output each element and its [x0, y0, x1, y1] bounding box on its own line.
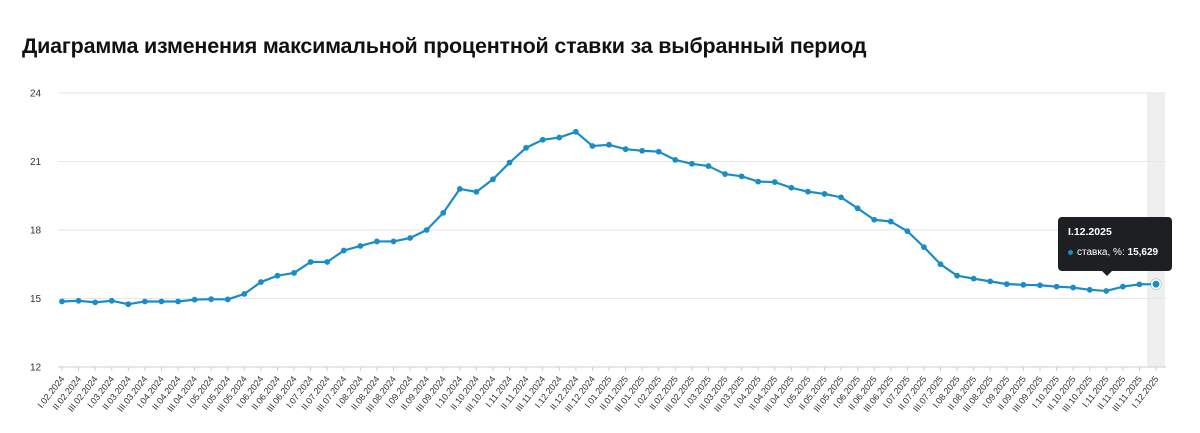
grid-layer — [58, 92, 1166, 368]
data-point[interactable] — [672, 157, 679, 163]
x-axis: I.02.2024II.02.2024III.02.2024I.03.2024I… — [36, 367, 1161, 414]
data-point[interactable] — [456, 186, 463, 192]
data-point[interactable] — [705, 163, 712, 169]
data-tooltip: I.12.2025 ставка, %: 15,629 — [1058, 217, 1172, 271]
data-point[interactable] — [1020, 281, 1027, 288]
data-point[interactable] — [788, 184, 795, 191]
y-tick-label: 15 — [30, 294, 42, 305]
data-point[interactable] — [258, 279, 264, 285]
series-line — [61, 130, 1157, 306]
data-point[interactable] — [954, 272, 960, 279]
data-point[interactable] — [970, 275, 977, 282]
data-point[interactable] — [838, 194, 844, 201]
data-point[interactable] — [622, 146, 629, 153]
data-point[interactable] — [523, 144, 530, 151]
data-point[interactable] — [606, 141, 612, 148]
tooltip-date: I.12.2025 — [1068, 226, 1112, 238]
data-point[interactable] — [1086, 286, 1093, 293]
data-point[interactable] — [407, 235, 413, 241]
y-axis: 12 15 18 21 24 — [30, 89, 42, 374]
data-point[interactable] — [75, 297, 82, 304]
data-point[interactable] — [904, 228, 911, 235]
tooltip-value: 15,629 — [1127, 247, 1159, 258]
data-point[interactable] — [158, 298, 165, 305]
tooltip-row: ставка, %: 15,629 — [1068, 247, 1158, 258]
data-point[interactable] — [639, 147, 646, 154]
y-tick-label: 18 — [30, 226, 42, 237]
data-point[interactable] — [937, 261, 944, 268]
data-point[interactable] — [722, 171, 728, 177]
data-point[interactable] — [324, 259, 331, 265]
data-point[interactable] — [59, 298, 65, 305]
data-point[interactable] — [589, 143, 596, 149]
series-line-layer — [61, 130, 1157, 306]
data-point[interactable] — [224, 296, 231, 303]
data-point[interactable] — [556, 134, 563, 141]
data-point[interactable] — [92, 299, 99, 306]
data-point[interactable] — [390, 238, 397, 245]
data-point[interactable] — [887, 218, 894, 225]
data-point[interactable] — [1037, 282, 1043, 289]
tooltip-arrow — [1101, 270, 1113, 276]
series-points-layer[interactable] — [59, 128, 1162, 308]
data-point[interactable] — [688, 160, 695, 167]
data-point[interactable] — [1103, 288, 1110, 294]
data-point[interactable] — [274, 272, 281, 279]
data-point[interactable] — [440, 209, 447, 216]
data-point[interactable] — [1136, 281, 1143, 288]
data-point[interactable] — [307, 259, 314, 265]
y-tick-label: 21 — [30, 157, 42, 168]
data-point[interactable] — [291, 270, 297, 276]
data-point[interactable] — [854, 205, 861, 212]
data-point[interactable] — [1053, 283, 1060, 290]
data-point[interactable] — [755, 178, 762, 185]
highlight-point[interactable] — [1151, 279, 1161, 290]
data-point[interactable] — [1119, 283, 1126, 290]
data-point[interactable] — [805, 188, 811, 195]
tooltip-series-label: ставка, %: — [1077, 247, 1125, 258]
y-tick-label: 12 — [30, 363, 42, 374]
data-point[interactable] — [473, 188, 480, 195]
data-point[interactable] — [208, 296, 215, 303]
chart-title: Диаграмма изменения максимальной процент… — [22, 34, 867, 58]
data-point[interactable] — [374, 238, 380, 245]
data-point[interactable] — [921, 244, 927, 251]
data-point[interactable] — [423, 227, 430, 233]
y-tick-label: 24 — [30, 89, 42, 100]
data-point[interactable] — [572, 128, 579, 135]
data-point[interactable] — [340, 247, 347, 254]
data-point[interactable] — [539, 136, 546, 143]
data-point[interactable] — [987, 278, 994, 285]
data-point[interactable] — [241, 291, 248, 297]
data-point[interactable] — [738, 173, 745, 180]
data-point[interactable] — [141, 298, 148, 305]
data-point[interactable] — [175, 298, 181, 305]
series-marker-icon — [1068, 249, 1073, 255]
data-point[interactable] — [506, 159, 513, 166]
data-point[interactable] — [490, 176, 496, 183]
data-point[interactable] — [655, 148, 662, 155]
data-point[interactable] — [771, 179, 778, 185]
data-point[interactable] — [125, 301, 132, 308]
data-point[interactable] — [1003, 281, 1010, 288]
data-point[interactable] — [821, 191, 828, 197]
data-point[interactable] — [357, 243, 364, 249]
data-point[interactable] — [191, 296, 198, 303]
data-point[interactable] — [871, 216, 878, 223]
data-point[interactable] — [1070, 284, 1077, 291]
data-point[interactable] — [108, 297, 115, 304]
